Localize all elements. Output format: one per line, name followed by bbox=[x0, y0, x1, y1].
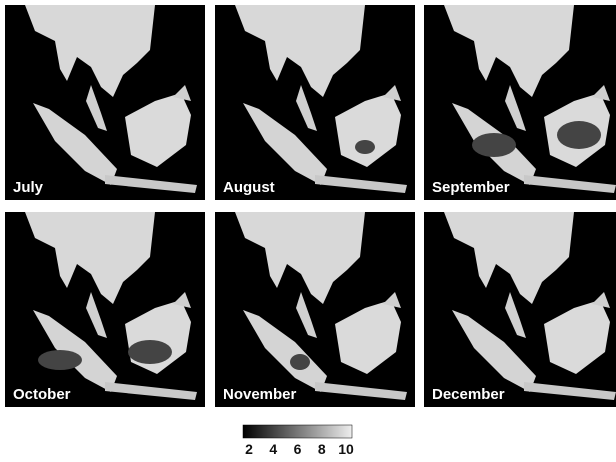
map-panel: September bbox=[424, 5, 616, 200]
low-value-patch bbox=[472, 133, 516, 157]
map-panel: October bbox=[5, 212, 205, 407]
map-panel: November bbox=[215, 212, 415, 407]
panel-label: December bbox=[432, 386, 505, 403]
map-panel: August bbox=[215, 5, 415, 200]
panel-label: October bbox=[13, 386, 71, 403]
low-value-patch bbox=[355, 140, 375, 154]
colorbar-tick-label: 10 bbox=[338, 441, 354, 457]
map-panel: July bbox=[5, 5, 205, 200]
colorbar bbox=[243, 425, 352, 438]
panel-label: September bbox=[432, 179, 510, 196]
low-value-patch bbox=[290, 354, 310, 370]
low-value-patch bbox=[557, 121, 601, 149]
colorbar-tick-label: 2 bbox=[245, 441, 253, 457]
panel-label: November bbox=[223, 386, 297, 403]
colorbar-tick-label: 8 bbox=[318, 441, 326, 457]
low-value-patch bbox=[38, 350, 82, 370]
panel-label: August bbox=[223, 179, 275, 196]
figure: July August September October November Decemb… bbox=[0, 0, 616, 457]
colorbar-tick-label: 6 bbox=[294, 441, 302, 457]
low-value-patch bbox=[128, 340, 172, 364]
map-panel: December bbox=[424, 212, 616, 407]
panel-grid: July August September October November Decemb… bbox=[5, 5, 616, 407]
panel-label: July bbox=[13, 179, 44, 196]
colorbar-tick-label: 4 bbox=[269, 441, 277, 457]
